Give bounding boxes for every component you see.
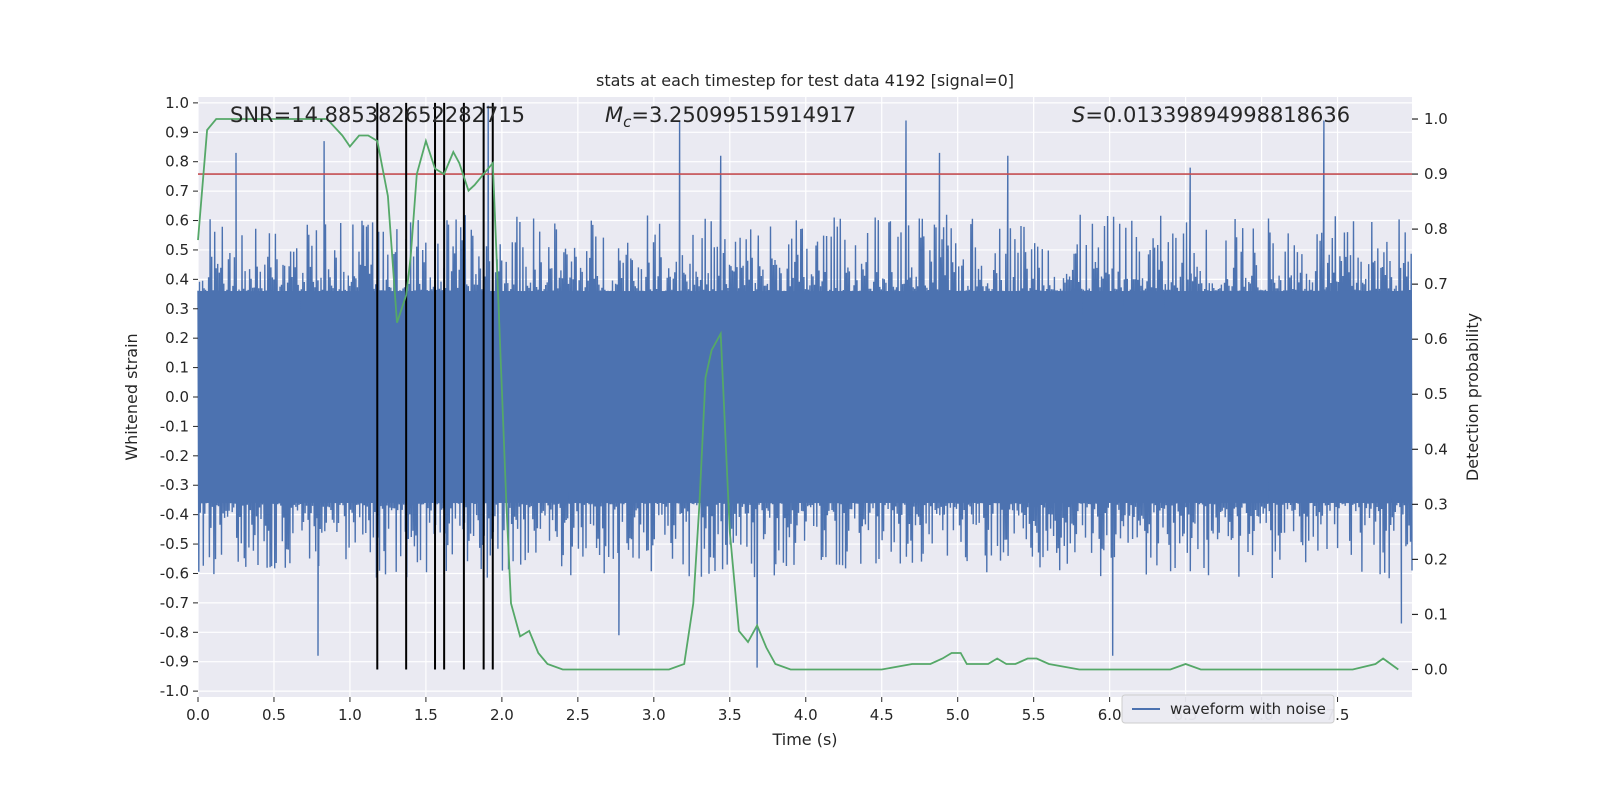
x-tick-label: 6.0 — [1098, 706, 1122, 724]
x-tick-label: 5.5 — [1022, 706, 1046, 724]
y-left-tick-label: -0.8 — [160, 623, 189, 641]
x-axis-label: Time (s) — [771, 730, 837, 749]
y-left-tick-label: -0.5 — [160, 535, 189, 553]
y-left-tick-label: -0.9 — [160, 653, 189, 671]
probability-series — [197, 118, 1399, 671]
legend: waveform with noise — [1121, 694, 1335, 724]
y-left-tick-label: 0.9 — [165, 123, 189, 141]
waveform-series — [197, 105, 1413, 668]
probability-line — [197, 118, 1399, 671]
s-value: =0.01339894998818636 — [1085, 103, 1350, 127]
y-left-tick-label: 0.7 — [165, 182, 189, 200]
x-tick-label: 2.5 — [566, 706, 590, 724]
y-left-tick-label: -0.6 — [160, 564, 189, 582]
y-right-tick-label: 0.2 — [1424, 550, 1448, 568]
s-annotation: S=0.01339894998818636 — [1072, 103, 1350, 127]
y-left-tick-label: 0.4 — [165, 270, 189, 288]
s-symbol: S — [1072, 103, 1085, 127]
x-tick-label: 5.0 — [946, 706, 970, 724]
y-left-tick-label: 0.3 — [165, 300, 189, 318]
snr-annotation: SNR=14.885382652282715 — [230, 103, 525, 127]
y-left-tick-label: -0.7 — [160, 594, 189, 612]
y-left-tick-label: 0.1 — [165, 359, 189, 377]
x-tick-label: 4.0 — [794, 706, 818, 724]
y-left-tick-label: -1.0 — [160, 682, 189, 700]
mc-value: =3.25099515914917 — [631, 103, 856, 127]
y-axis-right: 0.0 0.1 0.2 0.3 0.4 0.5 0.6 0.7 0.8 0.9 1.0 — [1412, 110, 1448, 678]
y-left-tick-label: 0.6 — [165, 212, 189, 230]
legend-label: waveform with noise — [1170, 700, 1326, 718]
legend-box — [1121, 694, 1335, 724]
y-left-tick-label: 1.0 — [165, 94, 189, 112]
y-left-tick-label: -0.2 — [160, 447, 189, 465]
y-right-tick-label: 0.6 — [1424, 330, 1448, 348]
x-tick-label: 0.5 — [262, 706, 286, 724]
y-right-tick-label: 1.0 — [1424, 110, 1448, 128]
mc-subscript: c — [623, 113, 632, 131]
x-tick-label: 1.5 — [414, 706, 438, 724]
y-right-tick-label: 0.0 — [1424, 660, 1448, 678]
y-axis-label-right: Detection probability — [1463, 313, 1482, 481]
y-axis-label-left: Whitened strain — [122, 333, 141, 460]
y-left-tick-label: -0.1 — [160, 417, 189, 435]
x-tick-label: 0.0 — [186, 706, 210, 724]
chirp-mass-annotation: Mc=3.25099515914917 — [605, 103, 856, 131]
x-tick-label: 1.0 — [338, 706, 362, 724]
y-axis-left: -1.0 -0.9 -0.8 -0.7 -0.6 -0.5 -0.4 -0.3 -0.2 -0.1… — [160, 94, 198, 700]
y-right-tick-label: 0.1 — [1424, 605, 1448, 623]
y-right-tick-label: 0.7 — [1424, 275, 1448, 293]
y-right-tick-label: 0.8 — [1424, 220, 1448, 238]
trigger-lines — [376, 102, 494, 670]
y-right-tick-label: 0.4 — [1424, 440, 1448, 458]
waveform-line — [197, 105, 1413, 668]
x-tick-label: 3.5 — [718, 706, 742, 724]
y-left-tick-label: 0.5 — [165, 241, 189, 259]
mc-symbol: M — [605, 103, 623, 127]
y-right-tick-label: 0.5 — [1424, 385, 1448, 403]
x-tick-label: 2.0 — [490, 706, 514, 724]
y-left-tick-label: 0.0 — [165, 388, 189, 406]
y-left-tick-label: 0.8 — [165, 153, 189, 171]
chart-title: stats at each timestep for test data 419… — [596, 71, 1014, 90]
y-right-tick-label: 0.9 — [1424, 165, 1448, 183]
y-right-tick-label: 0.3 — [1424, 495, 1448, 513]
y-left-tick-label: -0.3 — [160, 476, 189, 494]
y-left-tick-label: -0.4 — [160, 506, 189, 524]
y-left-tick-label: 0.2 — [165, 329, 189, 347]
x-tick-label: 4.5 — [870, 706, 894, 724]
x-tick-label: 3.0 — [642, 706, 666, 724]
